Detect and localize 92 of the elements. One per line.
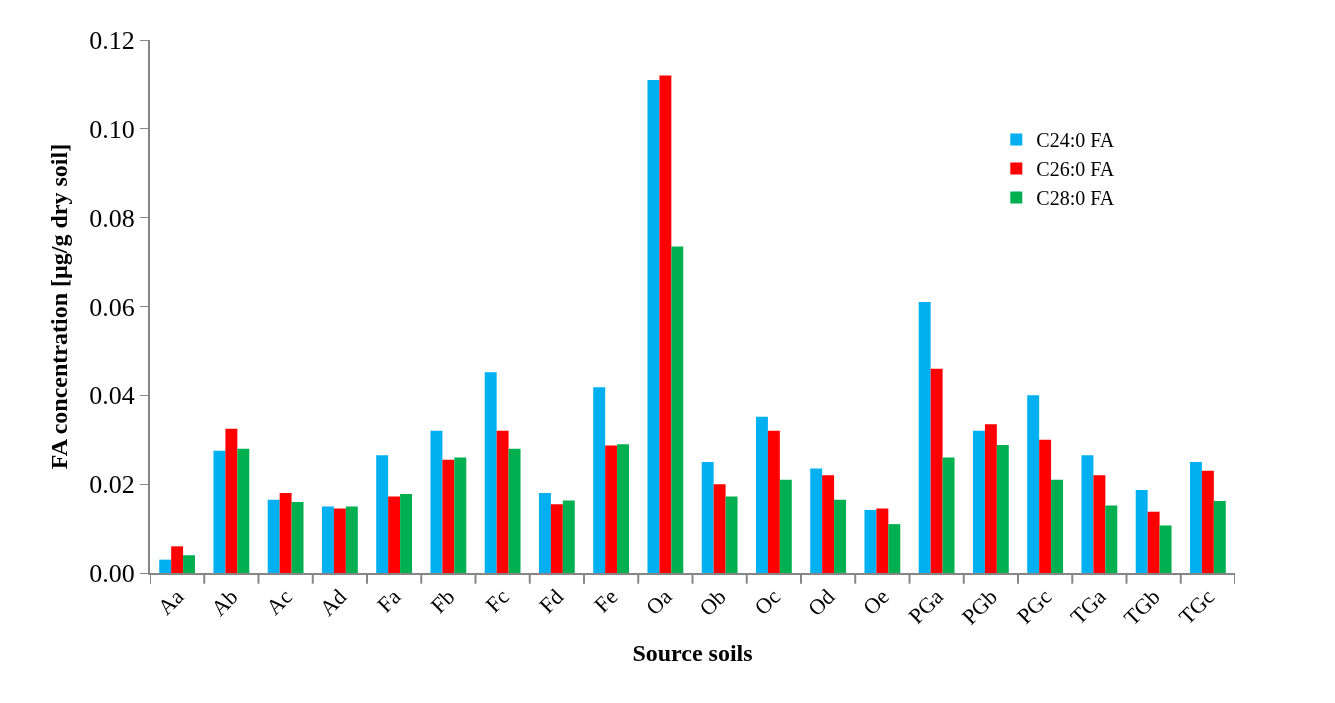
legend-label: C28:0 FA bbox=[1036, 187, 1115, 210]
bar bbox=[1189, 461, 1202, 573]
bar bbox=[237, 448, 250, 573]
x-tick-label: TGb bbox=[1118, 584, 1165, 631]
bar bbox=[442, 459, 455, 573]
bar bbox=[388, 496, 401, 573]
x-tick-label: Ab bbox=[206, 584, 243, 621]
bar bbox=[267, 499, 280, 573]
bar bbox=[1081, 455, 1094, 573]
x-tick-label: Ad bbox=[314, 584, 352, 621]
bar bbox=[1147, 511, 1160, 573]
bar bbox=[1159, 525, 1172, 573]
x-tick-label: Aa bbox=[152, 583, 189, 620]
bar bbox=[810, 468, 823, 573]
x-tick-label: Fc bbox=[480, 583, 515, 618]
bar bbox=[1027, 395, 1040, 573]
y-tick-label: 0.00 bbox=[89, 559, 135, 589]
bar bbox=[1135, 489, 1148, 573]
x-tick-label: PGc bbox=[1011, 583, 1057, 629]
bar bbox=[1039, 439, 1052, 573]
bar bbox=[333, 508, 346, 573]
bar bbox=[345, 506, 358, 573]
bar bbox=[376, 455, 389, 573]
x-tick-label: Oa bbox=[640, 583, 677, 620]
bar bbox=[930, 368, 943, 573]
bar bbox=[888, 524, 901, 573]
bar bbox=[755, 416, 768, 573]
bar bbox=[1213, 501, 1226, 573]
bar bbox=[822, 475, 835, 573]
bar bbox=[593, 387, 606, 573]
x-tick-label: PGa bbox=[903, 583, 949, 629]
bar bbox=[996, 445, 1009, 573]
y-axis-title: FA concentration [µg/g dry soil] bbox=[45, 143, 72, 470]
x-tick-label: Fa bbox=[372, 583, 406, 618]
bar bbox=[562, 500, 575, 573]
y-tick-label: 0.04 bbox=[89, 381, 135, 411]
bar bbox=[617, 444, 630, 573]
bar bbox=[1051, 479, 1064, 573]
bar bbox=[159, 559, 172, 573]
x-tick-label: Fd bbox=[534, 584, 569, 619]
bar bbox=[279, 493, 292, 573]
bar bbox=[1105, 505, 1118, 573]
bar bbox=[864, 509, 877, 573]
bar bbox=[484, 372, 497, 573]
bar bbox=[713, 484, 726, 573]
bar bbox=[454, 457, 467, 573]
bar bbox=[605, 445, 618, 573]
bar bbox=[767, 430, 780, 573]
legend-label: C26:0 FA bbox=[1036, 158, 1115, 181]
x-tick-label: PGb bbox=[956, 584, 1003, 630]
bar bbox=[225, 428, 238, 573]
bar bbox=[183, 555, 196, 573]
x-tick-label: Od bbox=[802, 584, 840, 621]
bar bbox=[701, 461, 714, 573]
bar bbox=[291, 501, 304, 573]
x-tick-label: Fb bbox=[425, 584, 460, 619]
y-tick-label: 0.02 bbox=[89, 470, 135, 500]
bar bbox=[1093, 475, 1106, 573]
y-tick-label: 0.08 bbox=[89, 203, 135, 233]
x-axis-title: Source soils bbox=[632, 640, 753, 667]
bar bbox=[550, 504, 563, 573]
bar bbox=[659, 75, 672, 573]
bar bbox=[1201, 470, 1214, 573]
x-tick-label: Oe bbox=[857, 584, 894, 620]
x-tick-label: Ac bbox=[261, 583, 298, 620]
y-tick-label: 0.10 bbox=[89, 114, 135, 144]
bar bbox=[508, 448, 521, 573]
bar bbox=[400, 493, 413, 573]
bar bbox=[671, 246, 684, 573]
bar bbox=[876, 508, 889, 573]
x-tick-label: Oc bbox=[749, 583, 786, 620]
bar bbox=[984, 424, 997, 573]
bar bbox=[834, 499, 847, 573]
legend-label: C24:0 FA bbox=[1036, 129, 1115, 152]
x-tick-label: TGa bbox=[1065, 583, 1111, 630]
y-tick-label: 0.06 bbox=[89, 292, 135, 322]
x-tick-label: TGc bbox=[1173, 583, 1220, 630]
bar bbox=[171, 546, 184, 573]
bar bbox=[213, 450, 226, 573]
bar bbox=[647, 79, 660, 573]
bar bbox=[942, 457, 955, 573]
bar bbox=[972, 430, 985, 573]
bar bbox=[430, 430, 443, 573]
x-tick-label: Ob bbox=[694, 584, 731, 621]
bar bbox=[321, 506, 334, 573]
bar bbox=[918, 302, 931, 573]
y-tick-label: 0.12 bbox=[89, 26, 135, 56]
bar bbox=[779, 479, 792, 573]
x-tick-label: Fe bbox=[589, 584, 623, 618]
bar bbox=[725, 496, 738, 573]
bar bbox=[538, 493, 551, 573]
bar bbox=[496, 430, 509, 573]
